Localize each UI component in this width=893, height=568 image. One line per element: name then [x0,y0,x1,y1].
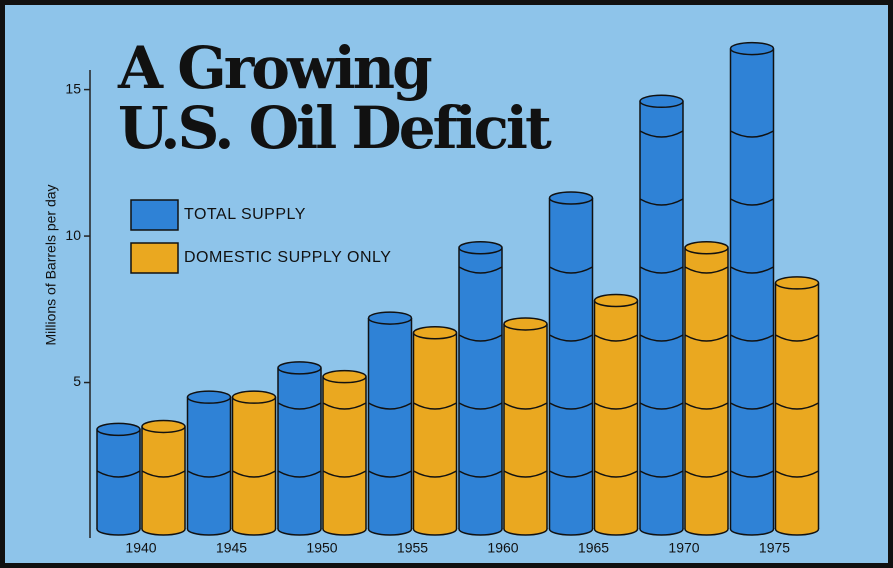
bar [278,368,321,529]
legend-label: TOTAL SUPPLY [184,206,306,223]
barrel-top [414,327,457,339]
page: Millions of Barrels per day 5 10 15 1940 194… [0,0,893,568]
barrel-top [188,391,231,403]
legend-swatch [131,243,178,273]
bar [504,324,547,529]
x-tick-label: 1955 [397,540,428,556]
x-tick-label: 1950 [306,540,337,556]
bar [685,248,728,529]
bar [640,101,683,529]
barrel-top [459,242,502,254]
barrel-top [550,192,593,204]
bar [414,333,457,529]
bar [731,49,774,529]
bar [323,377,366,529]
barrel-top [97,423,140,435]
barrel-top [504,318,547,330]
barrel-top [685,242,728,254]
barrel-top [233,391,276,403]
bar [97,429,140,529]
barrel-top [731,43,774,55]
barrel-top [776,277,819,289]
x-tick-label: 1945 [216,540,247,556]
legend-swatch [131,200,178,230]
legend-label: DOMESTIC SUPPLY ONLY [184,249,391,266]
barrel-top [142,420,185,432]
barrel-top [640,95,683,107]
y-tick-label: 10 [65,227,81,243]
barrel-top [323,371,366,383]
x-tick-label: 1965 [578,540,609,556]
x-tick-label: 1975 [759,540,790,556]
y-axis-label: Millions of Barrels per day [43,184,59,345]
x-tick-label: 1970 [668,540,699,556]
barrel-top [369,312,412,324]
bar [188,397,231,529]
bar [595,301,638,529]
barrel-top [278,362,321,374]
bar [369,318,412,529]
y-tick-label: 15 [65,80,81,96]
bar [459,248,502,529]
x-tick-label: 1940 [125,540,156,556]
x-tick-label: 1960 [487,540,518,556]
barrel-top [595,295,638,307]
bar [550,198,593,529]
chart-title: A Growing U.S. Oil Deficit [118,38,558,158]
bar [233,397,276,529]
y-tick-label: 5 [73,373,81,389]
